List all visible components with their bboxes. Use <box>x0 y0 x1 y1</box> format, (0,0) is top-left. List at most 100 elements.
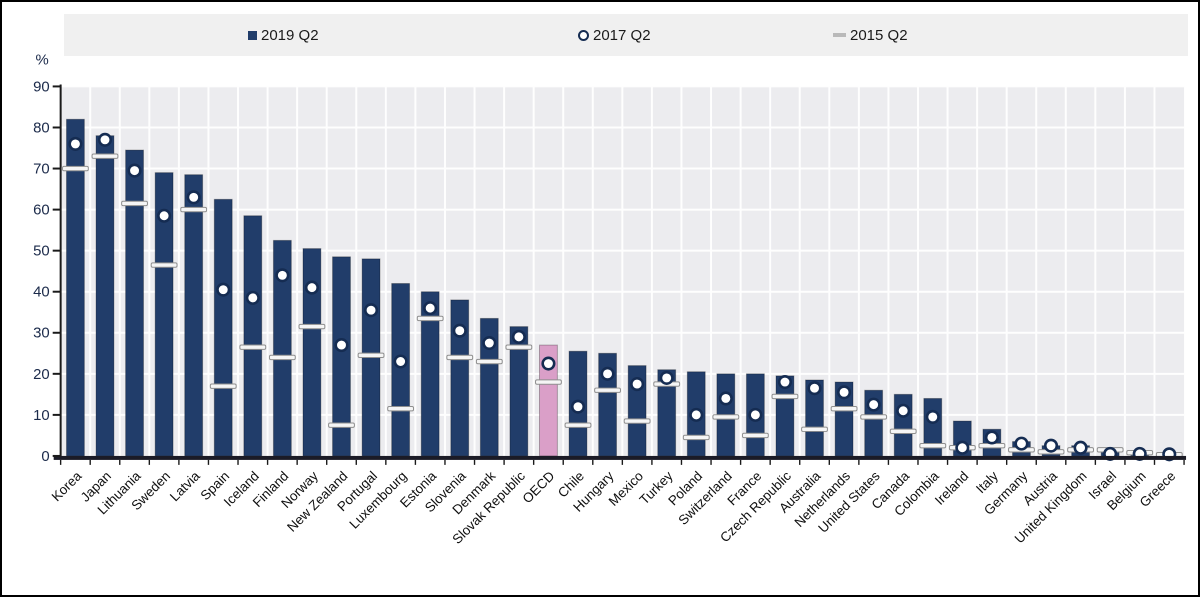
point-2017-luxembourg <box>393 354 408 369</box>
y-tick-label: 90 <box>33 79 50 95</box>
dash-2015-united-states <box>860 414 888 420</box>
dash-2015-estonia <box>416 315 444 322</box>
dash-2015-sweden <box>150 262 178 268</box>
dash-2015-slovenia <box>446 354 474 361</box>
point-2017-hungary <box>600 366 615 381</box>
point-2017-chile <box>570 399 586 414</box>
bar-iceland <box>243 215 263 457</box>
bar-slovenia <box>450 299 470 457</box>
point-2017-sweden <box>157 208 172 223</box>
point-2017-turkey <box>659 370 674 385</box>
dash-2015-slovak-republic <box>505 344 533 350</box>
point-2017-oecd <box>541 356 556 371</box>
point-2017-poland <box>689 407 704 422</box>
point-2017-korea <box>68 136 83 151</box>
bar-luxembourg <box>391 283 411 457</box>
bar-japan <box>95 135 115 457</box>
point-2017-iceland <box>245 290 260 305</box>
bar-lithuania <box>125 149 144 457</box>
dash-2015-canada <box>889 428 917 434</box>
dash-icon <box>833 33 846 37</box>
dash-2015-spain <box>209 383 237 389</box>
dash-2015-japan <box>91 153 119 159</box>
dash-2015-denmark <box>475 358 503 365</box>
y-axis-unit-label: % <box>35 53 48 69</box>
point-2017-japan <box>97 132 113 147</box>
label-latvia: Latvia <box>167 468 203 504</box>
dash-2015-hungary <box>594 387 621 393</box>
point-2017-switzerland <box>718 391 733 406</box>
dash-2015-switzerland <box>712 414 740 420</box>
dash-2015-korea <box>62 165 89 172</box>
point-2017-france <box>748 407 763 422</box>
y-tick-label: 10 <box>33 408 50 424</box>
point-2017-slovenia <box>452 323 467 338</box>
y-tick-label: 30 <box>33 326 50 342</box>
legend-label: 2017 Q2 <box>593 26 651 44</box>
y-tick-label: 40 <box>33 285 50 301</box>
x-axis <box>53 455 1187 460</box>
dash-2015-norway <box>298 323 326 330</box>
dash-2015-iceland <box>239 344 267 350</box>
label-ireland: Ireland <box>932 468 972 508</box>
dash-2015-france <box>741 432 769 439</box>
dash-2015-chile <box>564 422 592 428</box>
point-2017-lithuania <box>127 163 142 178</box>
dash-2015-luxembourg <box>387 406 415 412</box>
dash-2015-australia <box>801 426 828 432</box>
point-2017-new-zealand <box>334 338 349 353</box>
point-2017-canada <box>896 403 911 418</box>
point-2017-united-kingdom <box>1073 440 1088 455</box>
legend-label: 2015 Q2 <box>850 26 908 44</box>
dash-2015-new-zealand <box>328 422 355 428</box>
dash-2015-colombia <box>919 442 947 449</box>
label-oecd: OECD <box>520 468 558 506</box>
bar-spain <box>213 198 233 457</box>
y-tick-label: 80 <box>33 120 50 136</box>
point-2017-italy <box>984 430 999 445</box>
dash-2015-oecd <box>535 379 562 385</box>
point-2017-ireland <box>955 440 970 455</box>
dash-2015-lithuania <box>121 200 148 207</box>
dash-2015-finland <box>268 354 296 361</box>
point-2017-finland <box>275 268 290 283</box>
point-2017-united-states <box>866 397 881 412</box>
bar-canada <box>893 393 913 457</box>
y-tick-label: 0 <box>41 449 49 465</box>
point-2017-spain <box>216 282 231 297</box>
label-korea: Korea <box>49 468 85 504</box>
y-tick-label: 70 <box>33 162 50 178</box>
point-2017-norway <box>304 280 319 295</box>
point-2017-czech-republic <box>777 374 793 390</box>
point-2017-mexico <box>630 377 645 392</box>
point-2017-slovak-republic <box>511 329 526 344</box>
bar-latvia <box>184 174 204 457</box>
point-2017-colombia <box>925 409 940 424</box>
point-2017-estonia <box>423 301 438 316</box>
point-2017-germany <box>1014 436 1029 451</box>
dash-2015-poland <box>682 434 710 441</box>
bar-norway <box>302 248 322 457</box>
dash-2015-mexico <box>623 418 651 424</box>
circle-icon <box>578 29 589 41</box>
point-2017-portugal <box>364 303 379 318</box>
legend-item-2019-q2: 2019 Q2 <box>248 14 319 56</box>
dash-2015-netherlands <box>830 406 858 412</box>
y-tick-label: 60 <box>33 203 50 219</box>
square-icon <box>248 30 257 40</box>
point-2017-australia <box>807 381 822 396</box>
dash-2015-latvia <box>180 206 208 213</box>
legend-label: 2019 Q2 <box>261 26 319 44</box>
legend-item-2017-q2: 2017 Q2 <box>578 14 651 56</box>
point-2017-austria <box>1043 438 1059 453</box>
y-tick-label: 50 <box>33 244 50 260</box>
legend-item-2015-q2: 2015 Q2 <box>833 14 908 56</box>
dash-2015-portugal <box>357 352 385 359</box>
y-tick-label: 20 <box>33 367 50 383</box>
dash-2015-czech-republic <box>771 393 799 400</box>
point-2017-denmark <box>482 335 497 351</box>
point-2017-netherlands <box>837 385 852 400</box>
point-2017-latvia <box>186 190 201 205</box>
